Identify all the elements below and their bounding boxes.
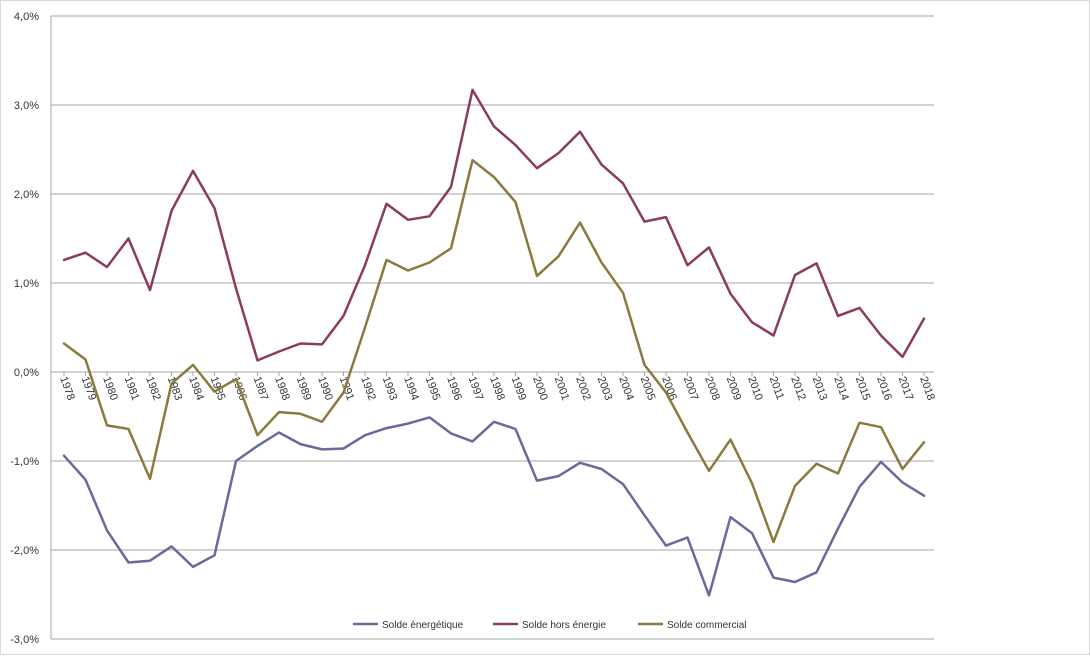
series-line-2 bbox=[62, 88, 926, 362]
x-tick-label: 2007 bbox=[681, 375, 701, 402]
legend-label: Solde commercial bbox=[667, 620, 746, 631]
x-tick-label: 2000 bbox=[530, 375, 550, 402]
x-tick-label: 1980 bbox=[100, 375, 120, 402]
series-line-3 bbox=[62, 158, 926, 544]
legend: Solde énergétique Solde hors énergie Solde… bbox=[353, 620, 746, 631]
x-tick-label: 1992 bbox=[358, 375, 378, 402]
series-lines bbox=[62, 88, 926, 597]
x-tick-label: 1978 bbox=[57, 375, 77, 402]
x-tick-label: 2003 bbox=[595, 375, 615, 402]
x-tick-label: 2016 bbox=[874, 375, 894, 402]
x-tick-label: 2015 bbox=[853, 375, 873, 402]
y-tick-label: 4,0% bbox=[14, 11, 39, 23]
x-tick-label: 1981 bbox=[122, 375, 142, 402]
series-line-1 bbox=[62, 416, 926, 597]
x-tick-label: 1995 bbox=[423, 375, 443, 402]
y-tick-label: 2,0% bbox=[14, 189, 39, 201]
x-tick-label: 2013 bbox=[810, 375, 830, 402]
legend-label: Solde hors énergie bbox=[522, 620, 606, 631]
x-tick-label: 2008 bbox=[702, 375, 722, 402]
x-tick-label: 2002 bbox=[573, 375, 593, 402]
y-tick-label: 0,0% bbox=[14, 367, 39, 379]
x-tick-label: 2010 bbox=[745, 375, 765, 402]
grid bbox=[50, 15, 934, 640]
x-tick-label: 1998 bbox=[487, 375, 507, 402]
x-tick-label: 2004 bbox=[616, 375, 636, 402]
x-tick-label: 1990 bbox=[315, 375, 335, 402]
x-tick-label: 2011 bbox=[767, 375, 786, 401]
x-tick-label: 2017 bbox=[896, 375, 916, 402]
x-tick-label: 2001 bbox=[552, 375, 572, 402]
x-tick-label: 1982 bbox=[143, 375, 163, 402]
x-tick-label: 1996 bbox=[444, 375, 464, 402]
legend-label: Solde énergétique bbox=[382, 620, 464, 631]
y-tick-label: 1,0% bbox=[14, 278, 39, 290]
y-tick-label: 3,0% bbox=[14, 100, 39, 112]
x-tick-label: 1989 bbox=[294, 375, 314, 402]
x-tick-label: 1994 bbox=[401, 375, 421, 402]
y-tick-label: -1,0% bbox=[10, 456, 39, 468]
y-axis-ticks: -3,0% -2,0% -1,0% 0,0% 1,0% 2,0% 3,0% 4,0% bbox=[10, 11, 39, 646]
y-tick-label: -2,0% bbox=[10, 545, 39, 557]
x-tick-label: 1988 bbox=[272, 375, 292, 402]
x-tick-label: 2014 bbox=[831, 375, 851, 402]
x-tick-label: 2009 bbox=[724, 375, 744, 402]
x-tick-label: 2018 bbox=[917, 375, 937, 402]
x-tick-label: 1997 bbox=[466, 375, 486, 402]
y-tick-label: -3,0% bbox=[10, 634, 39, 646]
x-tick-label: 1993 bbox=[380, 375, 400, 402]
x-axis-ticks: 1978 1979 1980 1981 1982 1983 1984 1985 1986 1987… bbox=[57, 372, 937, 402]
x-tick-label: 1987 bbox=[251, 375, 271, 402]
x-tick-label: 2012 bbox=[788, 375, 808, 402]
x-tick-label: 1999 bbox=[509, 375, 529, 402]
